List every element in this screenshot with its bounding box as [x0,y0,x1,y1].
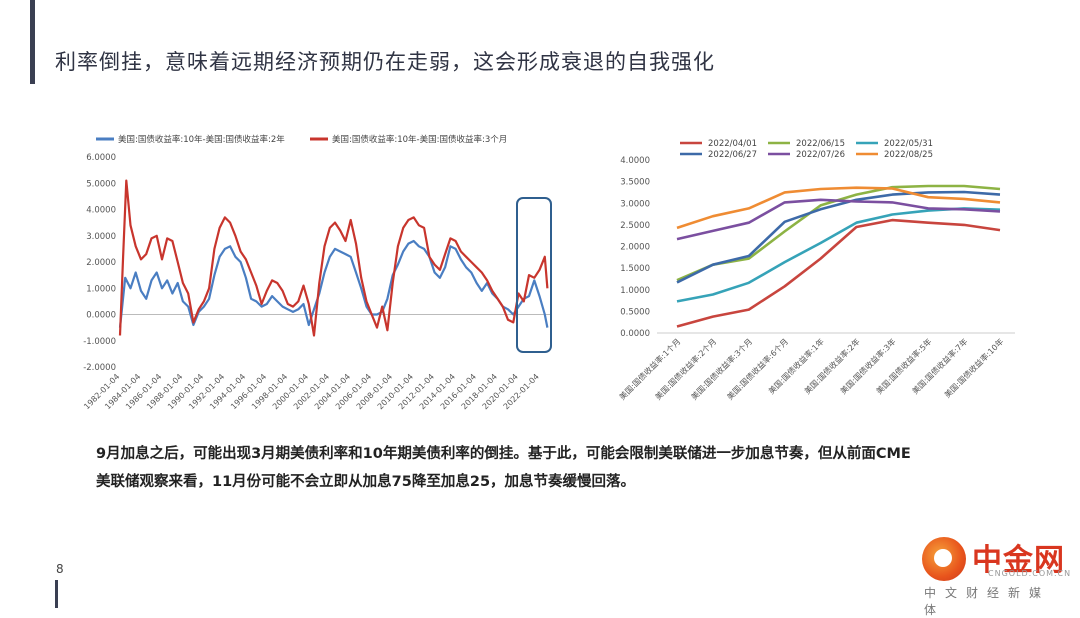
chart2-ytick-label: 2.0000 [620,243,650,253]
watermark-name: 中金网 [972,543,1065,578]
chart2-ytick-label: 2.5000 [620,221,650,231]
chart2-ytick-label: 1.5000 [620,264,650,274]
yield-curve-chart: 2022/04/01 2022/06/15 2022/05/31 2022/06/27… [617,139,1015,402]
accent-bar [30,0,35,84]
chart2-legend-label: 2022/06/27 [708,150,757,160]
chart1-legend-label: 美国:国债收益率:10年-美国:国债收益率:3个月 [332,134,507,145]
watermark: 中金网 CNGOLD.COM.CN 中文财经新媒体 [908,533,1072,617]
page-number: 8 [56,562,64,576]
chart1-ytick-label: -2.0000 [83,363,116,373]
chart1-ytick-label: 1.0000 [86,284,116,294]
highlight-box [516,197,552,353]
chart1-legend-label: 美国:国债收益率:10年-美国:国债收益率:2年 [118,134,285,145]
chart2-legend-label: 2022/04/01 [708,139,757,149]
chart2-legend-label: 2022/05/31 [884,139,933,149]
watermark-subtitle: 中文财经新媒体 [924,586,1051,617]
chart2-legend: 2022/04/01 2022/06/15 2022/05/31 2022/06/27… [680,139,933,160]
chart1-series-line-2 [118,179,549,337]
chart1-ytick-label: -1.0000 [83,337,116,347]
chart1-ytick-label: 2.0000 [86,258,116,268]
accent-bar-bottom [55,580,58,608]
caption: 9月加息之后，可能出现3月期美债利率和10年期美债利率的倒挂。基于此，可能会限制… [96,440,1026,496]
chart2-series-line-3 [676,207,1001,303]
chart2-xtick-label: 美国:国债收益率:3个月 [689,336,754,401]
caption-line-1: 9月加息之后，可能出现3月期美债利率和10年期美债利率的倒挂。基于此，可能会限制… [96,446,911,462]
chart2-ytick-label: 0.0000 [620,329,650,339]
chart2-legend-label: 2022/08/25 [884,150,933,160]
chart1-ytick-label: 3.0000 [86,232,116,242]
chart2-xtick-label: 美国:国债收益率:6个月 [725,336,790,401]
chart2-xtick-label: 美国:国债收益率:10年 [942,336,1005,399]
slide-title: 利率倒挂，意味着远期经济预期仍在走弱，这会形成衰退的自我强化 [55,50,715,74]
chart1-ytick-label: 5.0000 [86,179,116,189]
chart1-ytick-label: 0.0000 [86,311,116,321]
chart2-series-line-1 [676,218,1001,328]
chart1-legend: 美国:国债收益率:10年-美国:国债收益率:2年 美国:国债收益率:10年-美国:… [96,134,507,145]
watermark-url: CNGOLD.COM.CN [988,569,1072,578]
chart2-xtick-label: 美国:国债收益率:1个月 [617,336,682,401]
watermark-logo-icon [922,537,966,581]
yield-spread-chart: 美国:国债收益率:10年-美国:国债收益率:2年 美国:国债收益率:10年-美国:… [82,134,552,411]
chart1-ytick-label: 4.0000 [86,206,116,216]
caption-line-2: 美联储观察来看，11月份可能不会立即从加息75降至加息25，加息节奏缓慢回落。 [96,474,636,490]
chart2-ytick-label: 0.5000 [620,307,650,317]
chart2-series-line-6 [676,186,1001,230]
chart2-legend-label: 2022/07/26 [796,150,845,160]
chart2-xtick-label: 美国:国债收益率:2个月 [653,336,718,401]
chart1-ytick-label: 6.0000 [86,153,116,163]
chart2-ytick-label: 4.0000 [620,156,650,166]
chart2-ytick-label: 1.0000 [620,286,650,296]
chart2-ytick-label: 3.5000 [620,178,650,188]
chart2-ytick-label: 3.0000 [620,199,650,209]
chart2-legend-label: 2022/06/15 [796,139,845,149]
chart2-series-line-4 [676,190,1001,284]
chart2-series-line-5 [676,198,1001,241]
